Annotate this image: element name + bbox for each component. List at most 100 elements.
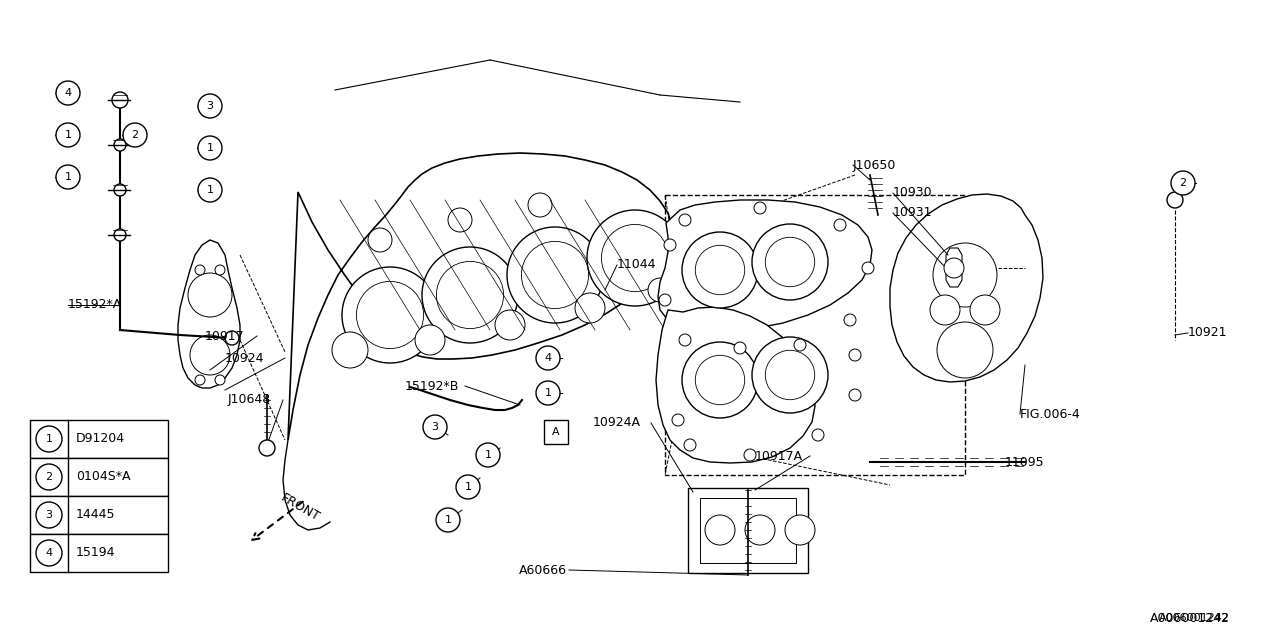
Circle shape xyxy=(753,337,828,413)
Circle shape xyxy=(648,278,672,302)
Text: 2: 2 xyxy=(132,130,138,140)
Circle shape xyxy=(861,262,874,274)
Circle shape xyxy=(198,136,221,160)
Circle shape xyxy=(195,265,205,275)
Bar xyxy=(29,496,168,534)
Circle shape xyxy=(507,227,603,323)
Circle shape xyxy=(56,123,79,147)
Text: 4: 4 xyxy=(64,88,72,98)
Circle shape xyxy=(114,184,125,196)
Circle shape xyxy=(602,225,668,292)
Circle shape xyxy=(684,439,696,451)
Circle shape xyxy=(215,375,225,385)
Circle shape xyxy=(937,322,993,378)
Circle shape xyxy=(536,346,561,370)
Circle shape xyxy=(765,350,814,400)
Circle shape xyxy=(189,335,230,375)
Circle shape xyxy=(198,94,221,118)
Text: 10930: 10930 xyxy=(893,186,933,200)
Bar xyxy=(29,458,168,496)
Circle shape xyxy=(945,258,964,278)
Text: 0104S*A: 0104S*A xyxy=(76,470,131,483)
Circle shape xyxy=(931,295,960,325)
Circle shape xyxy=(785,515,815,545)
Text: 2: 2 xyxy=(45,472,52,482)
Circle shape xyxy=(844,314,856,326)
Circle shape xyxy=(1167,192,1183,208)
Text: 1: 1 xyxy=(64,172,72,182)
Circle shape xyxy=(849,389,861,401)
Polygon shape xyxy=(890,194,1043,382)
Circle shape xyxy=(695,355,745,404)
Circle shape xyxy=(678,214,691,226)
FancyArrowPatch shape xyxy=(252,502,303,540)
Circle shape xyxy=(812,429,824,441)
Text: 2: 2 xyxy=(1179,178,1187,188)
Circle shape xyxy=(422,415,447,439)
Circle shape xyxy=(672,414,684,426)
Circle shape xyxy=(849,349,861,361)
Circle shape xyxy=(1171,171,1196,195)
Circle shape xyxy=(575,293,605,323)
Circle shape xyxy=(356,282,424,349)
Text: 10931: 10931 xyxy=(893,207,933,220)
Bar xyxy=(29,420,168,458)
Polygon shape xyxy=(657,307,815,463)
Circle shape xyxy=(113,92,128,108)
Text: 11044: 11044 xyxy=(617,259,657,271)
Circle shape xyxy=(225,331,239,345)
Circle shape xyxy=(188,273,232,317)
Text: 10921: 10921 xyxy=(1188,326,1228,339)
Circle shape xyxy=(36,426,61,452)
Circle shape xyxy=(436,508,460,532)
Text: 15192*A: 15192*A xyxy=(68,298,123,312)
Circle shape xyxy=(794,339,806,351)
Circle shape xyxy=(521,241,589,308)
Text: 10924: 10924 xyxy=(225,351,265,365)
Circle shape xyxy=(536,381,561,405)
Circle shape xyxy=(933,243,997,307)
Circle shape xyxy=(369,228,392,252)
Text: 15194: 15194 xyxy=(76,547,115,559)
Circle shape xyxy=(588,210,684,306)
Bar xyxy=(666,195,965,475)
Text: 14445: 14445 xyxy=(76,509,115,522)
Text: 15192*B: 15192*B xyxy=(404,380,460,392)
Circle shape xyxy=(456,475,480,499)
Circle shape xyxy=(198,178,221,202)
Circle shape xyxy=(215,265,225,275)
Bar xyxy=(689,488,808,573)
Text: 4: 4 xyxy=(544,353,552,363)
Text: J10648: J10648 xyxy=(228,394,271,406)
Circle shape xyxy=(664,239,676,251)
Text: 1: 1 xyxy=(485,450,492,460)
Circle shape xyxy=(754,202,765,214)
Text: A: A xyxy=(552,427,559,437)
Circle shape xyxy=(422,247,518,343)
Polygon shape xyxy=(658,200,872,330)
Text: 1: 1 xyxy=(64,130,72,140)
Text: D91204: D91204 xyxy=(76,433,125,445)
Circle shape xyxy=(332,332,369,368)
Polygon shape xyxy=(288,153,672,440)
Circle shape xyxy=(765,237,814,287)
Circle shape xyxy=(36,502,61,528)
Text: 10924A: 10924A xyxy=(593,417,641,429)
Circle shape xyxy=(259,440,275,456)
Circle shape xyxy=(342,267,438,363)
Circle shape xyxy=(695,245,745,294)
Bar xyxy=(29,534,168,572)
Text: 1: 1 xyxy=(465,482,471,492)
Circle shape xyxy=(835,219,846,231)
Circle shape xyxy=(682,232,758,308)
Text: 3: 3 xyxy=(206,101,214,111)
Circle shape xyxy=(56,165,79,189)
Circle shape xyxy=(448,208,472,232)
Circle shape xyxy=(114,139,125,151)
Circle shape xyxy=(529,193,552,217)
Circle shape xyxy=(195,375,205,385)
Text: 1: 1 xyxy=(444,515,452,525)
Text: 4: 4 xyxy=(45,548,52,558)
Circle shape xyxy=(56,81,79,105)
Circle shape xyxy=(436,261,503,328)
